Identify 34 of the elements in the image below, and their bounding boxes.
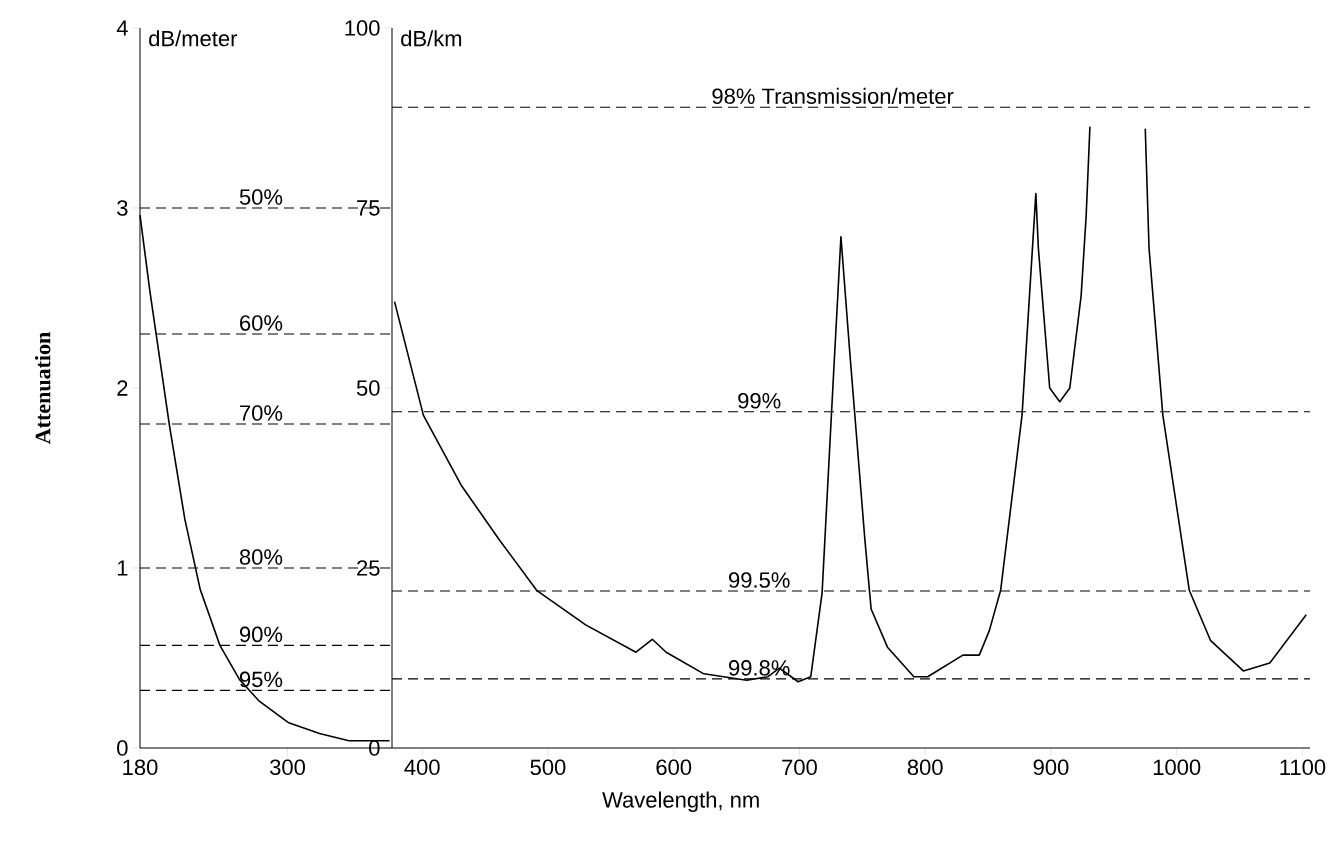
x-tick-label: 1000 xyxy=(1153,759,1201,776)
y-tick-label: 25 xyxy=(357,560,380,576)
x-tick-label: 800 xyxy=(907,759,943,776)
y-tick-label: 1 xyxy=(117,560,128,576)
annotation: 50% xyxy=(239,189,283,205)
x-tick-label: 300 xyxy=(270,759,305,776)
annotation: 90% xyxy=(239,626,283,643)
y-tick-label: 3 xyxy=(117,200,128,216)
y-tick-label: 100 xyxy=(345,20,380,36)
y-tick-label: 50 xyxy=(356,380,380,396)
annotation: 95% xyxy=(239,671,283,688)
y-tick-label: 75 xyxy=(357,200,380,216)
annotation: dB/km xyxy=(401,30,462,47)
y-tick-label: 2 xyxy=(117,380,128,396)
annotation: dB/meter xyxy=(149,30,238,47)
annotation: 60% xyxy=(240,315,283,331)
y-tick-label: 4 xyxy=(116,20,128,36)
x-tick-label: 180 xyxy=(123,759,158,776)
annotation: 80% xyxy=(239,549,283,565)
x-axis-title: Wavelength, nm xyxy=(602,791,759,813)
x-tick-label: 900 xyxy=(1033,759,1069,776)
annotation: 99.8% xyxy=(729,660,790,676)
y-axis-title: Attenuation xyxy=(34,332,51,444)
y-tick-label: 0 xyxy=(369,740,380,756)
x-tick-label: 700 xyxy=(782,759,817,776)
x-tick-label: 500 xyxy=(530,759,566,776)
annotation: 99% xyxy=(738,392,781,409)
annotation: 99.5% xyxy=(729,572,790,588)
annotation: 70% xyxy=(240,405,283,421)
x-tick-label: 1100 xyxy=(1280,759,1326,776)
x-tick-label: 400 xyxy=(404,759,440,776)
x-tick-label: 600 xyxy=(656,759,692,776)
y-tick-label: 0 xyxy=(117,740,128,756)
annotation: 98% Transmission/meter xyxy=(712,87,954,104)
